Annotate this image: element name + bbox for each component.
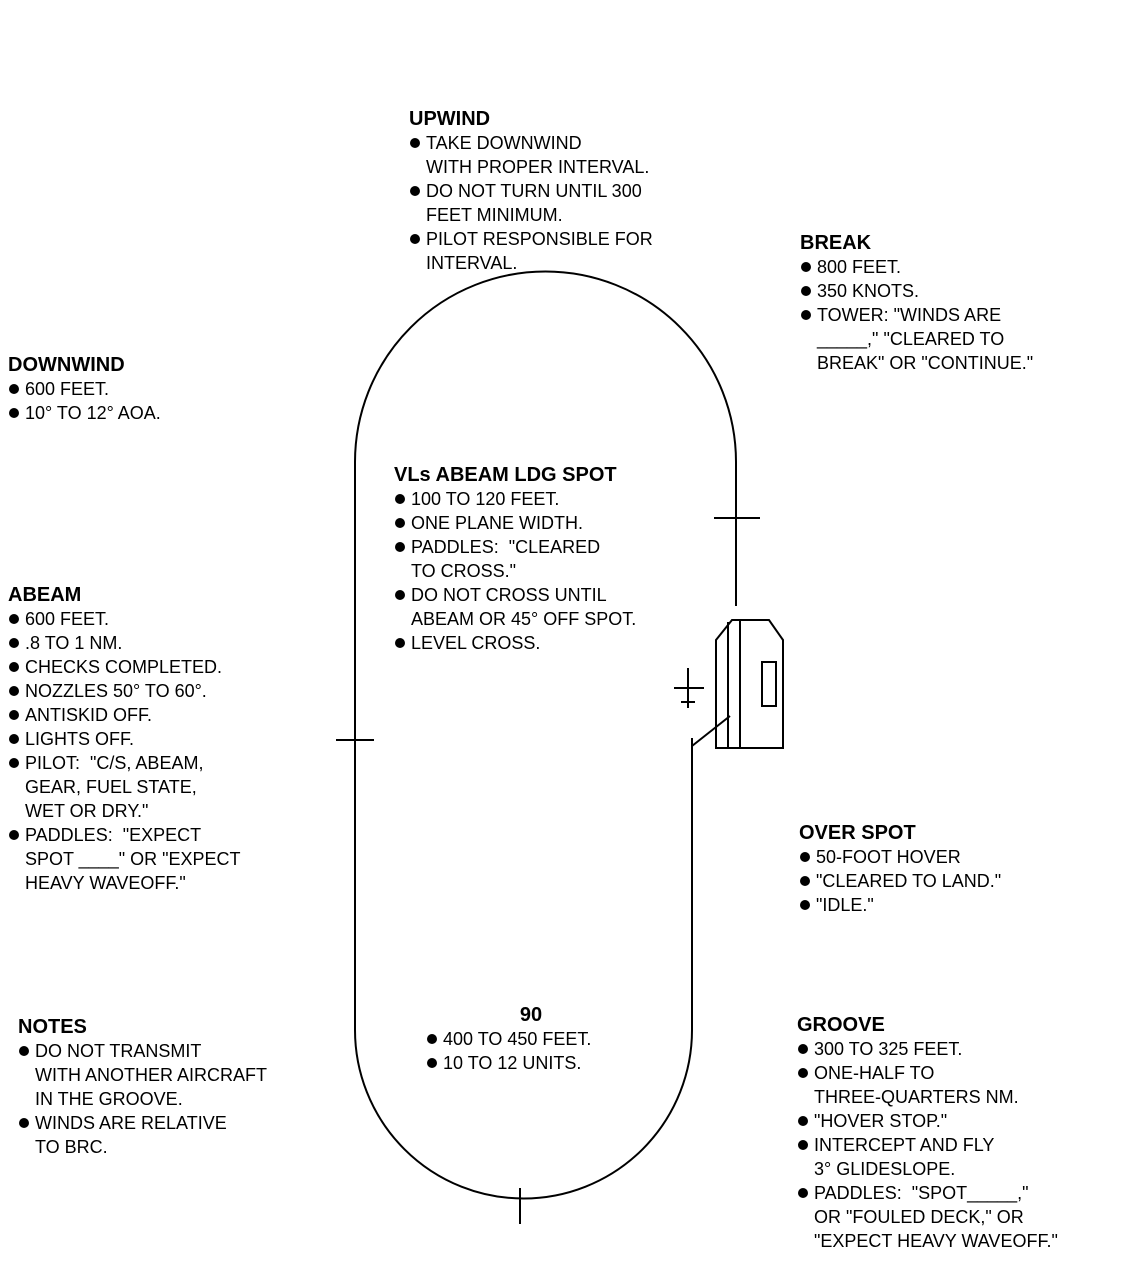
ninety-title: 90 — [519, 1004, 543, 1026]
vls-abeam-title: VLs ABEAM LDG SPOT — [394, 464, 617, 486]
groove-item: PADDLES: "SPOT_____," OR "FOULED DECK," … — [797, 1181, 1058, 1253]
ninety-item: 400 TO 450 FEET. — [426, 1027, 636, 1051]
downwind-list: 600 FEET. 10° TO 12° AOA. — [8, 377, 161, 425]
vls-abeam-item: 100 TO 120 FEET. — [394, 487, 636, 511]
upwind-title: UPWIND — [409, 108, 491, 130]
ninety-list: 400 TO 450 FEET. 10 TO 12 UNITS. — [426, 1027, 636, 1075]
abeam-item: .8 TO 1 NM. — [8, 631, 241, 655]
pattern-track — [354, 270, 737, 606]
pattern-track-lower — [354, 462, 693, 1200]
groove-item: INTERCEPT AND FLY 3° GLIDESLOPE. — [797, 1133, 1058, 1181]
vls-abeam-item: DO NOT CROSS UNTIL ABEAM OR 45° OFF SPOT… — [394, 583, 636, 631]
downwind-item: 10° TO 12° AOA. — [8, 401, 161, 425]
ninety-block: 90 400 TO 450 FEET. 10 TO 12 UNITS. — [426, 1004, 636, 1075]
notes-item: DO NOT TRANSMIT WITH ANOTHER AIRCRAFT IN… — [18, 1039, 267, 1111]
abeam-item: LIGHTS OFF. — [8, 727, 241, 751]
break-item: 800 FEET. — [800, 255, 1033, 279]
abeam-item: 600 FEET. — [8, 607, 241, 631]
ship-island — [761, 661, 777, 707]
break-item: 350 KNOTS. — [800, 279, 1033, 303]
abeam-item: CHECKS COMPLETED. — [8, 655, 241, 679]
downwind-title: DOWNWIND — [8, 354, 125, 376]
vls-abeam-list: 100 TO 120 FEET. ONE PLANE WIDTH. PADDLE… — [394, 487, 636, 655]
downwind-item: 600 FEET. — [8, 377, 161, 401]
break-title: BREAK — [800, 232, 872, 254]
ship-outline — [715, 619, 784, 749]
upwind-item: PILOT RESPONSIBLE FOR INTERVAL. — [409, 227, 653, 275]
abeam-item: ANTISKID OFF. — [8, 703, 241, 727]
vls-abeam-item: PADDLES: "CLEARED TO CROSS." — [394, 535, 636, 583]
groove-list: 300 TO 325 FEET. ONE-HALF TO THREE-QUART… — [797, 1037, 1058, 1253]
downwind-block: DOWNWIND 600 FEET. 10° TO 12° AOA. — [8, 354, 161, 425]
upwind-item: TAKE DOWNWIND WITH PROPER INTERVAL. — [409, 131, 653, 179]
vls-abeam-item: LEVEL CROSS. — [394, 631, 636, 655]
over-spot-block: OVER SPOT 50-FOOT HOVER "CLEARED TO LAND… — [799, 822, 1001, 917]
groove-item: "HOVER STOP." — [797, 1109, 1058, 1133]
over-spot-title: OVER SPOT — [799, 822, 916, 844]
over-spot-item: "IDLE." — [799, 893, 1001, 917]
over-spot-item: 50-FOOT HOVER — [799, 845, 1001, 869]
groove-block: GROOVE 300 TO 325 FEET. ONE-HALF TO THRE… — [797, 1014, 1058, 1253]
over-spot-list: 50-FOOT HOVER "CLEARED TO LAND." "IDLE." — [799, 845, 1001, 917]
groove-line — [691, 715, 731, 747]
groove-item: ONE-HALF TO THREE-QUARTERS NM. — [797, 1061, 1058, 1109]
break-item: TOWER: "WINDS ARE _____," "CLEARED TO BR… — [800, 303, 1033, 375]
notes-item: WINDS ARE RELATIVE TO BRC. — [18, 1111, 267, 1159]
groove-title: GROOVE — [797, 1014, 885, 1036]
notes-title: NOTES — [18, 1016, 87, 1038]
abeam-item: PADDLES: "EXPECT SPOT ____" OR "EXPECT H… — [8, 823, 241, 895]
upwind-list: TAKE DOWNWIND WITH PROPER INTERVAL. DO N… — [409, 131, 653, 275]
over-spot-item: "CLEARED TO LAND." — [799, 869, 1001, 893]
abeam-item: NOZZLES 50° TO 60°. — [8, 679, 241, 703]
abeam-title: ABEAM — [8, 584, 82, 606]
notes-list: DO NOT TRANSMIT WITH ANOTHER AIRCRAFT IN… — [18, 1039, 267, 1159]
break-list: 800 FEET. 350 KNOTS. TOWER: "WINDS ARE _… — [800, 255, 1033, 375]
abeam-block: ABEAM 600 FEET. .8 TO 1 NM. CHECKS COMPL… — [8, 584, 241, 895]
groove-item: 300 TO 325 FEET. — [797, 1037, 1058, 1061]
upwind-item: DO NOT TURN UNTIL 300 FEET MINIMUM. — [409, 179, 653, 227]
notes-block: NOTES DO NOT TRANSMIT WITH ANOTHER AIRCR… — [18, 1016, 267, 1159]
vls-abeam-item: ONE PLANE WIDTH. — [394, 511, 636, 535]
break-block: BREAK 800 FEET. 350 KNOTS. TOWER: "WINDS… — [800, 232, 1033, 375]
vls-abeam-block: VLs ABEAM LDG SPOT 100 TO 120 FEET. ONE … — [394, 464, 636, 655]
abeam-list: 600 FEET. .8 TO 1 NM. CHECKS COMPLETED. … — [8, 607, 241, 895]
abeam-item: PILOT: "C/S, ABEAM, GEAR, FUEL STATE, WE… — [8, 751, 241, 823]
ninety-item: 10 TO 12 UNITS. — [426, 1051, 636, 1075]
upwind-block: UPWIND TAKE DOWNWIND WITH PROPER INTERVA… — [409, 108, 653, 275]
